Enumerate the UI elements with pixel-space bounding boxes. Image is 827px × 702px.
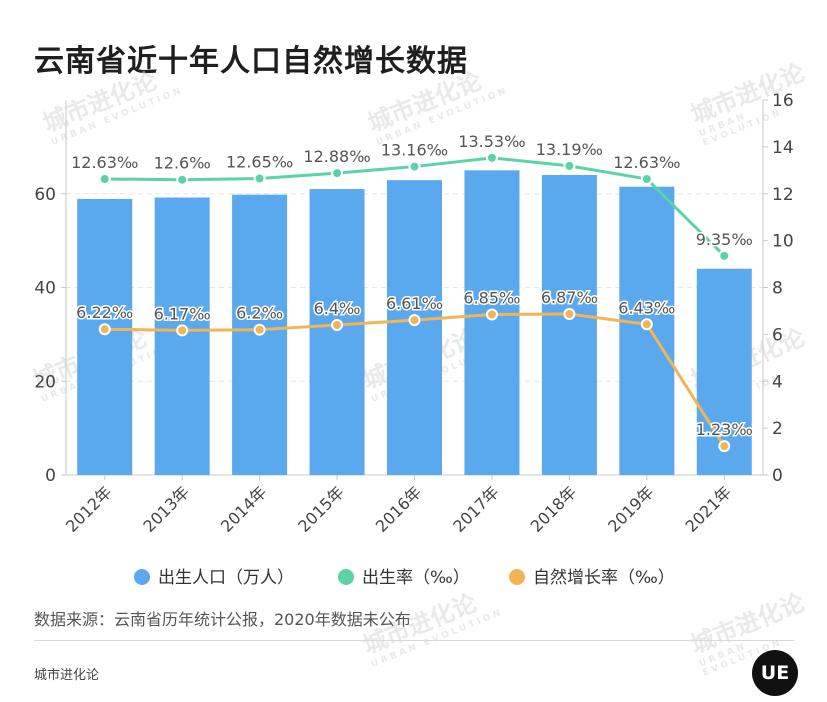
- birth-rate-data-label: 12.63‰: [71, 153, 138, 172]
- birth-rate-point: [408, 160, 421, 173]
- growth-rate-point: [176, 324, 189, 337]
- growth-rate-point: [253, 323, 266, 336]
- bar: [77, 198, 133, 475]
- combo-chart: 0 20 40 60 0 2 4 6 8 10 12 14 16 2012年 2013年 2014年 2015年…: [34, 91, 794, 588]
- bar: [619, 186, 675, 475]
- bar: [464, 170, 520, 475]
- birth-rate-point: [331, 167, 344, 180]
- growth-rate-data-label: 6.87‰: [541, 288, 598, 307]
- bar: [387, 180, 442, 475]
- x-tick-label: 2021年: [682, 482, 736, 536]
- growth-rate-data-label: 6.22‰: [76, 303, 133, 322]
- birth-rate-data-label: 13.19‰: [536, 140, 603, 159]
- growth-rate-data-label: 1.23‰: [696, 420, 753, 439]
- left-tick-label: 20: [34, 372, 56, 392]
- right-tick-label: 0: [772, 466, 783, 486]
- brand-name: 城市进化论: [34, 668, 100, 683]
- birth-rate-point: [253, 172, 266, 185]
- growth-rate-point: [563, 307, 576, 320]
- right-tick-label: 10: [772, 232, 794, 252]
- x-tick-label: 2014年: [217, 482, 271, 536]
- x-tick-label: 2018年: [527, 482, 581, 536]
- birth-rate-data-label: 12.63‰: [613, 153, 680, 172]
- growth-rate-data-label: 6.43‰: [618, 298, 675, 317]
- x-tick-label: 2019年: [604, 482, 658, 536]
- growth-rate-point: [331, 319, 344, 331]
- legend-label: 出生率（‰）: [362, 568, 470, 588]
- birth-rate-data-label: 13.53‰: [458, 132, 525, 151]
- birth-rate-data-label: 9.35‰: [696, 230, 753, 249]
- x-tick-label: 2013年: [139, 482, 193, 536]
- x-tick-label: 2015年: [294, 482, 348, 536]
- data-source-note: 数据来源：云南省历年统计公报，2020年数据未公布: [34, 610, 411, 629]
- growth-rate-data-label: 6.4‰: [314, 299, 361, 318]
- growth-rate-point: [485, 308, 498, 321]
- bar: [541, 175, 597, 475]
- birth-rate-point: [98, 172, 111, 185]
- growth-rate-data-label: 6.85‰: [463, 288, 520, 307]
- x-tick-label: 2012年: [62, 482, 116, 536]
- right-tick-label: 16: [772, 91, 794, 111]
- birth-rate-point: [563, 159, 576, 172]
- left-tick-label: 40: [34, 279, 56, 299]
- left-tick-label: 0: [45, 466, 56, 486]
- right-tick-label: 12: [772, 185, 794, 205]
- growth-rate-point: [718, 440, 731, 453]
- x-tick-label: 2016年: [372, 482, 426, 536]
- right-tick-label: 6: [772, 325, 783, 345]
- bar: [309, 189, 365, 475]
- brand-logo: UE: [752, 650, 798, 696]
- left-tick-label: 60: [34, 185, 56, 205]
- legend-marker: [338, 569, 354, 585]
- chart-title: 云南省近十年人口自然增长数据: [34, 44, 468, 79]
- growth-rate-data-label: 6.2‰: [236, 304, 283, 323]
- birth-rate-data-label: 12.6‰: [154, 154, 211, 173]
- birth-rate-point: [176, 173, 189, 186]
- birth-rate-point: [485, 151, 498, 164]
- birth-rate-data-label: 12.88‰: [303, 147, 370, 166]
- growth-rate-point: [640, 318, 653, 331]
- divider: [34, 640, 794, 641]
- growth-rate-point: [408, 314, 421, 327]
- growth-rate-data-label: 6.17‰: [154, 304, 211, 323]
- legend-marker: [509, 569, 525, 585]
- legend-marker: [134, 569, 150, 585]
- birth-rate-data-label: 13.16‰: [381, 141, 448, 160]
- growth-rate-point: [98, 323, 111, 336]
- right-tick-label: 2: [772, 419, 783, 439]
- right-tick-label: 8: [772, 279, 783, 299]
- right-tick-label: 4: [772, 372, 783, 392]
- legend-label: 出生人口（万人）: [158, 568, 294, 588]
- x-tick-label: 2017年: [449, 482, 503, 536]
- growth-rate-data-label: 6.61‰: [386, 294, 443, 313]
- legend-label: 自然增长率（‰）: [533, 568, 675, 588]
- birth-rate-point: [718, 249, 731, 262]
- birth-rate-point: [640, 172, 653, 185]
- right-tick-label: 14: [772, 138, 794, 158]
- birth-rate-data-label: 12.65‰: [226, 153, 293, 172]
